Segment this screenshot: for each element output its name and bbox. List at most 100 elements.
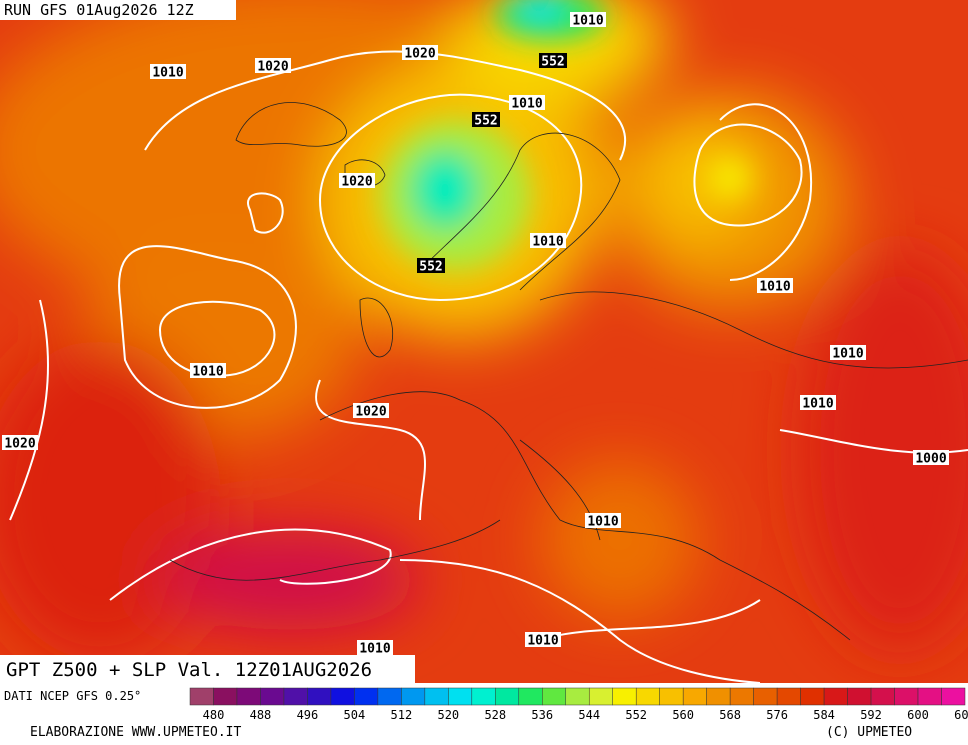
- color-swatch: [706, 687, 731, 706]
- contour-label: 1010: [152, 66, 183, 81]
- contour-label-bg: [585, 513, 621, 528]
- contour-label: 1020: [404, 47, 435, 62]
- contour-label-bg: [509, 95, 545, 110]
- map-title: GPT Z500 + SLP Val. 12Z01AUG2026: [6, 659, 372, 681]
- color-swatch: [518, 687, 543, 706]
- contour-label: 1010: [587, 515, 618, 530]
- color-swatch: [659, 687, 684, 706]
- colorbar-label: 504: [344, 708, 366, 722]
- contour-label-bg: [353, 403, 389, 418]
- field: [0, 0, 968, 683]
- colorbar-label: 536: [531, 708, 553, 722]
- color-swatch: [471, 687, 496, 706]
- colorbar-label: 512: [391, 708, 413, 722]
- contour-label-bg: [539, 53, 567, 68]
- color-swatch: [260, 687, 285, 706]
- color-swatch: [495, 687, 520, 706]
- contour-label: 552: [541, 55, 564, 70]
- color-swatch: [753, 687, 778, 706]
- contour-label: 1020: [341, 175, 372, 190]
- contour-label: 1010: [192, 365, 223, 380]
- colorbar-label: 520: [437, 708, 459, 722]
- colorbar-label: 544: [578, 708, 600, 722]
- credit: ELABORAZIONE WWW.UPMETEO.IT: [30, 725, 241, 740]
- contour-label: 1000: [915, 452, 946, 467]
- color-swatch: [847, 687, 872, 706]
- colorbar-label: 576: [766, 708, 788, 722]
- colorbar-label: 480: [203, 708, 225, 722]
- colorbar-label: 552: [625, 708, 647, 722]
- contour-label-bg: [339, 173, 375, 188]
- color-swatch: [682, 687, 707, 706]
- contour-label-bg: [757, 278, 793, 293]
- contour-label-bg: [150, 64, 186, 79]
- contour-label-bg: [2, 435, 38, 450]
- coastlines: [169, 102, 968, 641]
- contour-label-bg: [830, 345, 866, 360]
- contour-label-bg: [417, 258, 445, 273]
- contour-label: 1010: [759, 280, 790, 295]
- contour-label: 552: [474, 114, 497, 129]
- colorbar: 480 488 496 504 512 520 528 536 544 552 560 568 576 5…: [189, 687, 968, 722]
- color-swatch: [377, 687, 402, 706]
- title-box: [0, 655, 415, 683]
- colorbar-label: 584: [813, 708, 835, 722]
- run-label: RUN GFS 01Aug2026 12Z: [4, 1, 194, 19]
- colorbar-label: 528: [484, 708, 506, 722]
- colorbar-label: 488: [250, 708, 272, 722]
- color-swatch: [894, 687, 919, 706]
- run-box: [0, 0, 236, 20]
- contour-label-bg: [530, 233, 566, 248]
- color-swatch: [424, 687, 449, 706]
- contour-labels: 1010 552 1020 1020 1010 1010 552 1020 1010 552 101…: [2, 12, 949, 657]
- contour-label: 1020: [4, 437, 35, 452]
- contour-label-bg: [525, 632, 561, 647]
- copyright: (C) UPMETEO: [826, 725, 912, 740]
- contour-label-bg: [357, 640, 393, 655]
- colorbar-label: 592: [860, 708, 882, 722]
- color-swatch: [307, 687, 332, 706]
- contour-label-bg: [800, 395, 836, 410]
- contour-label: 1010: [359, 642, 390, 657]
- color-swatch: [565, 687, 590, 706]
- contour-label-bg: [255, 58, 291, 73]
- color-swatch: [189, 687, 214, 706]
- color-swatch: [236, 687, 261, 706]
- contour-label: 1010: [802, 397, 833, 412]
- color-swatch: [635, 687, 660, 706]
- color-swatch: [542, 687, 567, 706]
- contour-label: 1020: [355, 405, 386, 420]
- contour-label-bg: [190, 363, 226, 378]
- contour-label: 1010: [572, 14, 603, 29]
- color-swatch: [213, 687, 238, 706]
- color-swatch: [401, 687, 426, 706]
- color-swatch: [776, 687, 801, 706]
- color-swatch: [588, 687, 613, 706]
- contour-label: 1010: [832, 347, 863, 362]
- contour-label: 1010: [511, 97, 542, 112]
- contour-label-bg: [570, 12, 606, 27]
- contour-label-bg: [913, 450, 949, 465]
- color-swatch: [612, 687, 637, 706]
- colorbar-label: 600: [907, 708, 929, 722]
- color-swatch: [283, 687, 308, 706]
- colorbar-label: 560: [672, 708, 694, 722]
- colorbar-label: 568: [719, 708, 741, 722]
- contour-label: 1010: [527, 634, 558, 649]
- color-swatch: [870, 687, 895, 706]
- contour-label: 552: [419, 260, 442, 275]
- color-swatch: [448, 687, 473, 706]
- contour-label: 1010: [532, 235, 563, 250]
- color-swatch: [917, 687, 942, 706]
- contour-label-bg: [472, 112, 500, 127]
- color-swatch: [729, 687, 754, 706]
- color-swatch: [354, 687, 379, 706]
- color-swatch: [800, 687, 825, 706]
- color-swatch: [941, 687, 966, 706]
- color-swatch: [330, 687, 355, 706]
- color-swatch: [823, 687, 848, 706]
- colorbar-label: 496: [297, 708, 319, 722]
- source: DATI NCEP GFS 0.25°: [4, 689, 141, 703]
